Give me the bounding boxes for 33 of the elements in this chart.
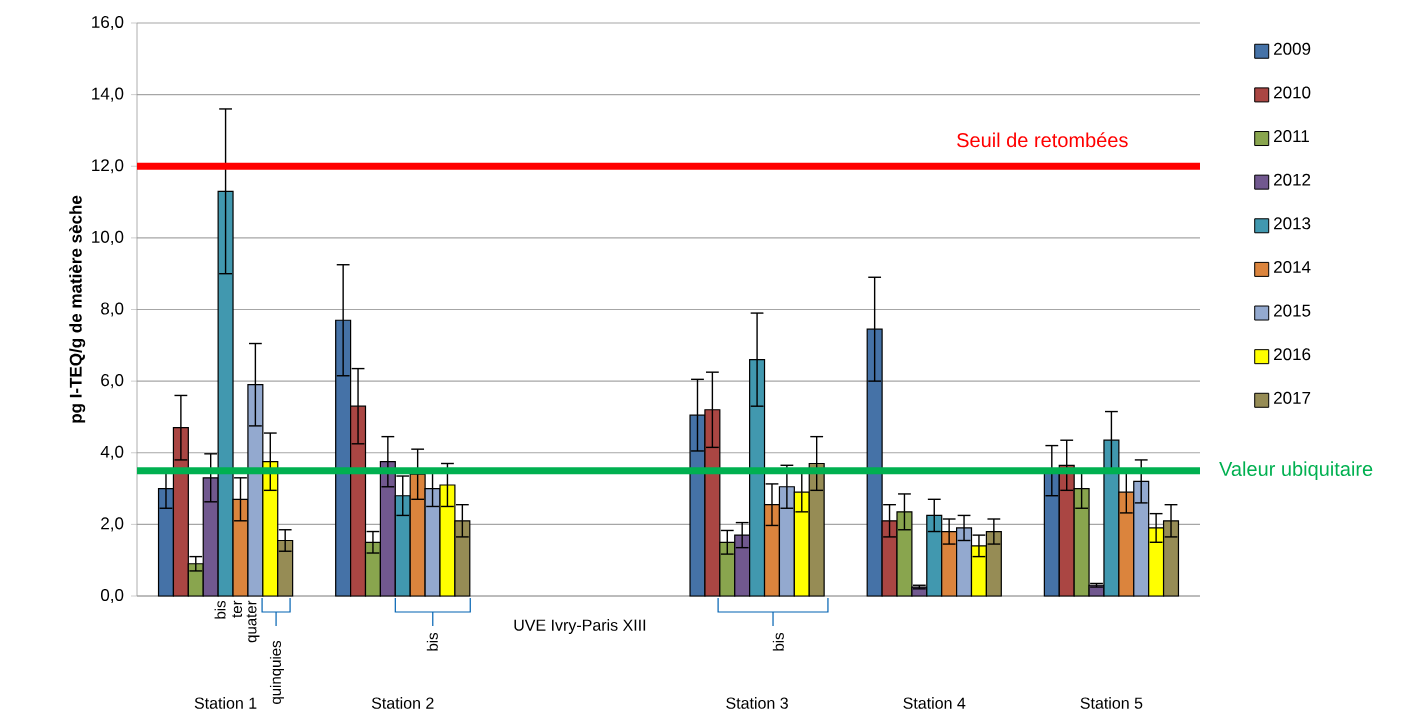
text: bis: [426, 632, 438, 651]
y-tick-label: 0,0: [100, 588, 124, 604]
legend-label: 2011: [1274, 130, 1309, 143]
y-tick-label: 6,0: [101, 374, 124, 389]
text: bis: [214, 600, 226, 619]
x-tick-label: Station 2: [371, 697, 434, 709]
x-tick-label: Station 4: [903, 697, 966, 709]
y-tick-label: 10,0: [92, 230, 124, 245]
ref-line-label: Seuil de retombées: [957, 132, 1128, 148]
legend-label: 2015: [1274, 304, 1311, 317]
x-tick-label: Station 5: [1080, 697, 1143, 709]
x-tick-label: Station 1: [194, 697, 257, 709]
y-tick-label: 16,0: [92, 15, 124, 31]
text: quater: [246, 600, 260, 643]
y-tick-label: 14,0: [92, 87, 124, 102]
text: ter: [232, 600, 243, 618]
y-tick-label: 4,0: [100, 445, 124, 460]
legend-label: 2016: [1274, 348, 1311, 361]
text: quinquies: [269, 640, 284, 704]
y-tick-label: 2,0: [101, 517, 124, 532]
legend-label: 2013: [1274, 217, 1311, 230]
legend-label: 2014: [1274, 260, 1311, 273]
y-tick-label: 12,0: [92, 159, 124, 174]
legend-label: 2010: [1274, 86, 1311, 99]
ref-line-label: Valeur ubiquitaire: [1219, 461, 1373, 480]
y-tick-label: 8,0: [101, 302, 124, 317]
x-tick-label: UVE Ivry-Paris XIII: [514, 619, 646, 634]
x-tick-label: Station 3: [726, 697, 788, 709]
text: bis: [772, 632, 784, 651]
y-axis-title: pg I-TEQ/g de matière sèche: [69, 195, 86, 423]
legend-label: 2017: [1274, 391, 1311, 404]
legend-label: 2009: [1274, 42, 1311, 55]
legend-label: 2012: [1274, 173, 1311, 186]
